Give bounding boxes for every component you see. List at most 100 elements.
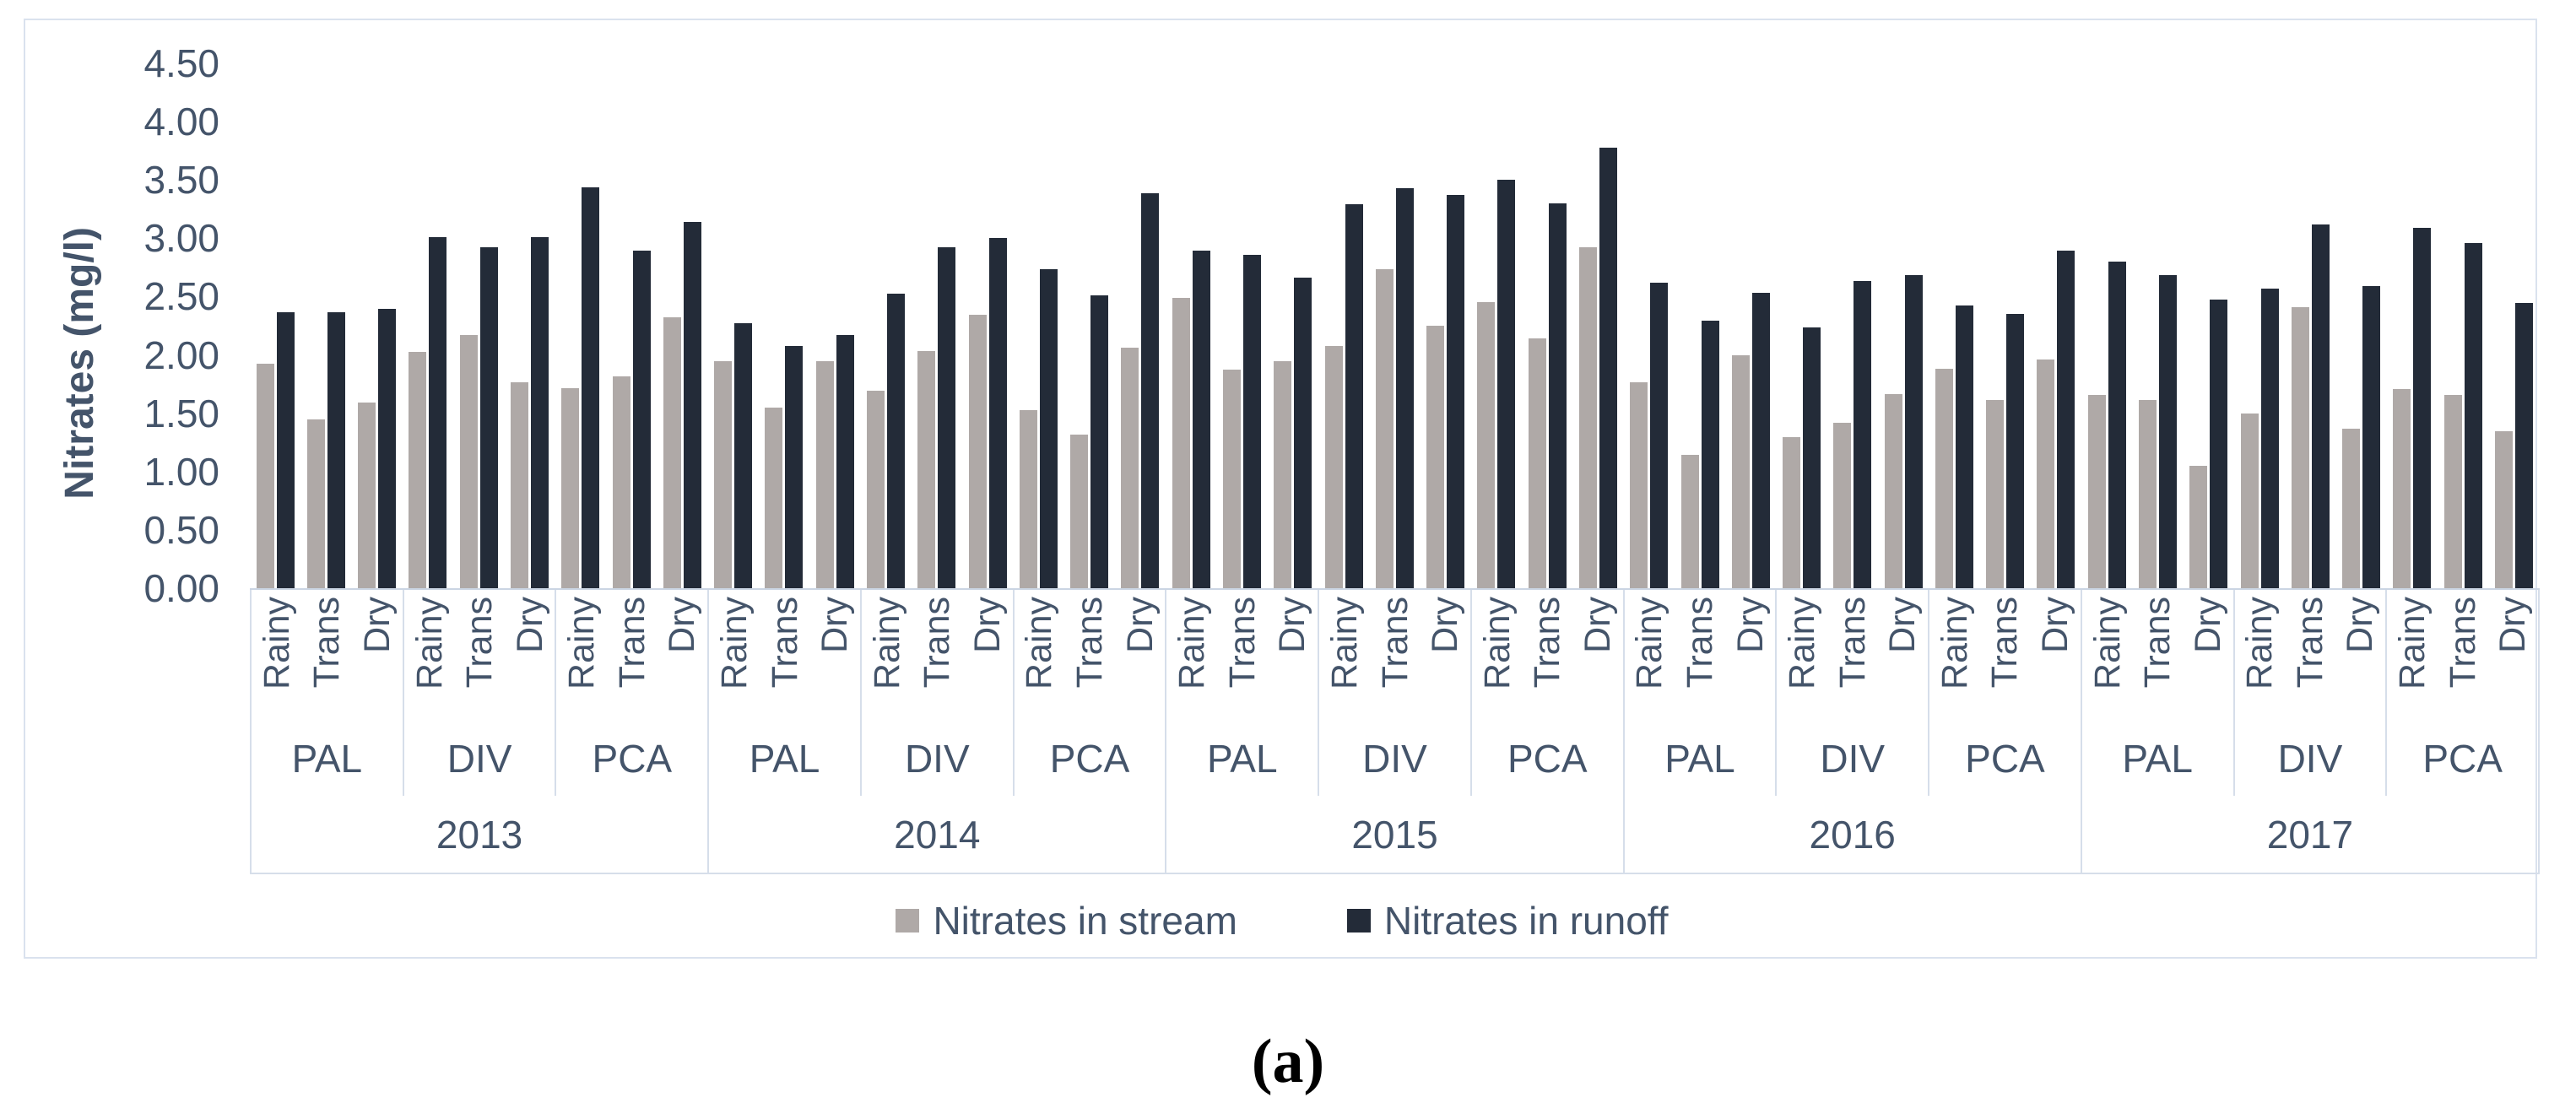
bar-stream <box>409 352 427 588</box>
season-label-cell: Dry <box>962 590 1013 722</box>
bar-runoff <box>2159 275 2178 588</box>
bar-group <box>1166 251 1216 588</box>
y-tick-label: 1.00 <box>143 449 219 494</box>
bar-stream <box>2240 414 2259 588</box>
bar-runoff <box>988 238 1007 588</box>
bar-group <box>1776 327 1826 588</box>
bar-group <box>555 187 606 588</box>
y-tick-label: 2.50 <box>143 274 219 319</box>
bar-runoff <box>1447 195 1465 588</box>
bar-runoff <box>2006 314 2025 588</box>
season-label: Rainy <box>2392 597 2433 689</box>
season-label: Trans <box>1069 597 1111 689</box>
site-label: PAL <box>2080 722 2233 796</box>
bar-runoff <box>1242 255 1261 588</box>
season-label: Trans <box>2442 597 2483 689</box>
season-label: Trans <box>1832 597 1873 689</box>
bar-runoff <box>785 346 804 588</box>
season-label-cell: Rainy <box>859 590 912 722</box>
season-label-cell: Trans <box>2285 590 2335 722</box>
bar-runoff <box>1854 281 1872 588</box>
legend-item: Nitrates in runoff <box>1346 898 1669 943</box>
y-tick-label: 3.50 <box>143 158 219 203</box>
bar-runoff <box>1701 321 1719 588</box>
y-tick-label: 3.00 <box>143 216 219 261</box>
season-label: Rainy <box>256 597 297 689</box>
bar-runoff <box>531 237 549 588</box>
year-label: 2015 <box>1165 796 1622 873</box>
plot-area <box>250 63 2540 590</box>
site-label: DIV <box>1775 722 1928 796</box>
bar-stream <box>867 391 885 588</box>
legend-label: Nitrates in stream <box>933 899 1237 943</box>
season-label-cell: Dry <box>809 590 860 722</box>
bar-group <box>2184 300 2234 588</box>
bar-group <box>1318 204 1369 588</box>
site-label: PCA <box>555 722 707 796</box>
bar-runoff <box>378 309 397 588</box>
season-label-cell: Trans <box>1675 590 1725 722</box>
bar-stream <box>2087 395 2106 588</box>
bar-runoff <box>1751 293 1770 588</box>
bar-stream <box>1222 370 1241 588</box>
bar-group <box>1115 193 1166 588</box>
bar-group <box>2336 286 2387 588</box>
bar-stream <box>2037 359 2055 588</box>
bar-group <box>759 346 809 588</box>
season-label: Trans <box>306 597 348 689</box>
bar-stream <box>256 364 274 588</box>
figure-caption: (a) <box>1251 1027 1325 1096</box>
bar-stream <box>1172 298 1190 588</box>
bar-group <box>1929 305 1979 588</box>
bar-group <box>300 312 351 588</box>
year-label: 2013 <box>436 812 523 857</box>
bar-group <box>912 247 962 588</box>
site-label: PCA <box>1928 722 2081 796</box>
bar-stream <box>2393 389 2411 588</box>
site-label: PAL <box>707 722 860 796</box>
site-label: PAL <box>291 737 363 781</box>
bar-group <box>250 312 300 588</box>
season-label-cell: Trans <box>760 590 810 722</box>
bar-stream <box>714 361 733 588</box>
bar-runoff <box>2210 300 2228 588</box>
season-label: Dry <box>662 597 703 653</box>
bar-runoff <box>2108 262 2126 588</box>
season-label: Trans <box>917 597 958 689</box>
season-label-cell: Rainy <box>402 590 455 722</box>
legend-item: Nitrates in stream <box>896 898 1237 943</box>
season-label-cell: Rainy <box>2232 590 2286 722</box>
y-tick-label: 0.50 <box>143 507 219 552</box>
site-label: DIV <box>859 722 1013 796</box>
season-label: Rainy <box>1323 597 1365 689</box>
bar-group <box>2387 228 2438 588</box>
bar-stream <box>1783 437 1801 588</box>
bar-runoff <box>1090 295 1109 588</box>
season-label: Trans <box>2289 597 2330 689</box>
bar-group <box>606 251 657 588</box>
season-label-cell: Trans <box>1064 590 1115 722</box>
bar-stream <box>1274 361 1292 588</box>
bar-group <box>1268 278 1318 588</box>
season-label: Trans <box>1984 597 2026 689</box>
bar-stream <box>1426 326 1445 588</box>
bar-runoff <box>429 237 447 588</box>
season-label: Trans <box>764 597 805 689</box>
site-label: PCA <box>1469 722 1623 796</box>
season-label: Dry <box>509 597 550 653</box>
season-label: Rainy <box>713 597 755 689</box>
bar-group <box>2081 262 2132 588</box>
bar-group <box>1980 314 2031 588</box>
season-label: Rainy <box>409 597 450 689</box>
x-axis-year-row: 2013 2014 2015 2016 2017 <box>250 796 2540 874</box>
bar-group <box>1369 188 1420 588</box>
bar-runoff <box>632 251 651 588</box>
bar-runoff <box>1039 269 1058 588</box>
bar-stream <box>358 403 376 588</box>
bar-group <box>403 237 453 588</box>
bar-runoff <box>1345 204 1363 588</box>
bar-stream <box>561 388 580 588</box>
bar-group <box>2031 251 2081 588</box>
bar-runoff <box>479 247 498 588</box>
season-label: Dry <box>814 597 856 653</box>
